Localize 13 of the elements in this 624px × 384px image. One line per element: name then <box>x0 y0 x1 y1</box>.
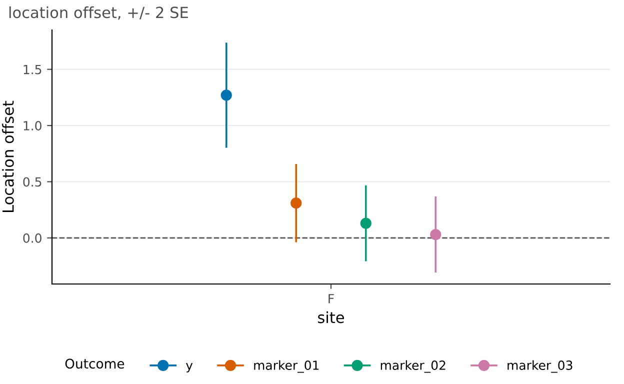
legend-label: marker_02 <box>380 360 446 373</box>
y-tick-label: 1.5 <box>24 64 42 74</box>
x-axis-title: site <box>318 311 344 324</box>
legend-title: Outcome <box>65 358 124 369</box>
y-tick-label: 1.0 <box>24 121 42 130</box>
chart-title: location offset, +/- 2 SE <box>9 6 188 20</box>
legend-label: y <box>186 362 193 372</box>
legend-label: marker_03 <box>508 360 572 373</box>
legend-label: marker_01 <box>254 360 319 373</box>
x-tick-label: F <box>328 294 334 304</box>
y-tick-label: 0.0 <box>23 233 42 243</box>
y-axis-title: Location offset <box>2 100 14 212</box>
y-tick-label: 0.5 <box>23 177 42 187</box>
